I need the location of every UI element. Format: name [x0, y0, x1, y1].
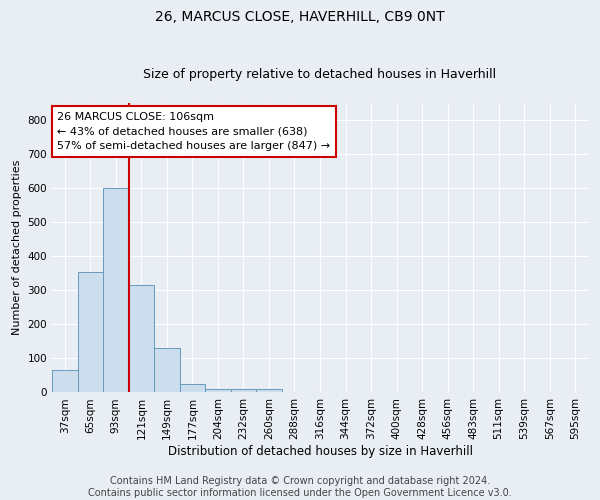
Bar [77, 272, 103, 392]
Bar [205, 389, 230, 392]
Text: 26 MARCUS CLOSE: 106sqm
← 43% of detached houses are smaller (638)
57% of semi-d: 26 MARCUS CLOSE: 106sqm ← 43% of detache… [58, 112, 331, 152]
Title: Size of property relative to detached houses in Haverhill: Size of property relative to detached ho… [143, 68, 497, 81]
Bar [256, 389, 282, 392]
Bar [52, 370, 77, 392]
Y-axis label: Number of detached properties: Number of detached properties [12, 160, 22, 336]
Bar [128, 285, 154, 393]
Text: Contains HM Land Registry data © Crown copyright and database right 2024.
Contai: Contains HM Land Registry data © Crown c… [88, 476, 512, 498]
Text: 26, MARCUS CLOSE, HAVERHILL, CB9 0NT: 26, MARCUS CLOSE, HAVERHILL, CB9 0NT [155, 10, 445, 24]
Bar [230, 389, 256, 392]
Bar [154, 348, 179, 393]
Bar [103, 188, 128, 392]
Bar [179, 384, 205, 392]
X-axis label: Distribution of detached houses by size in Haverhill: Distribution of detached houses by size … [167, 445, 473, 458]
